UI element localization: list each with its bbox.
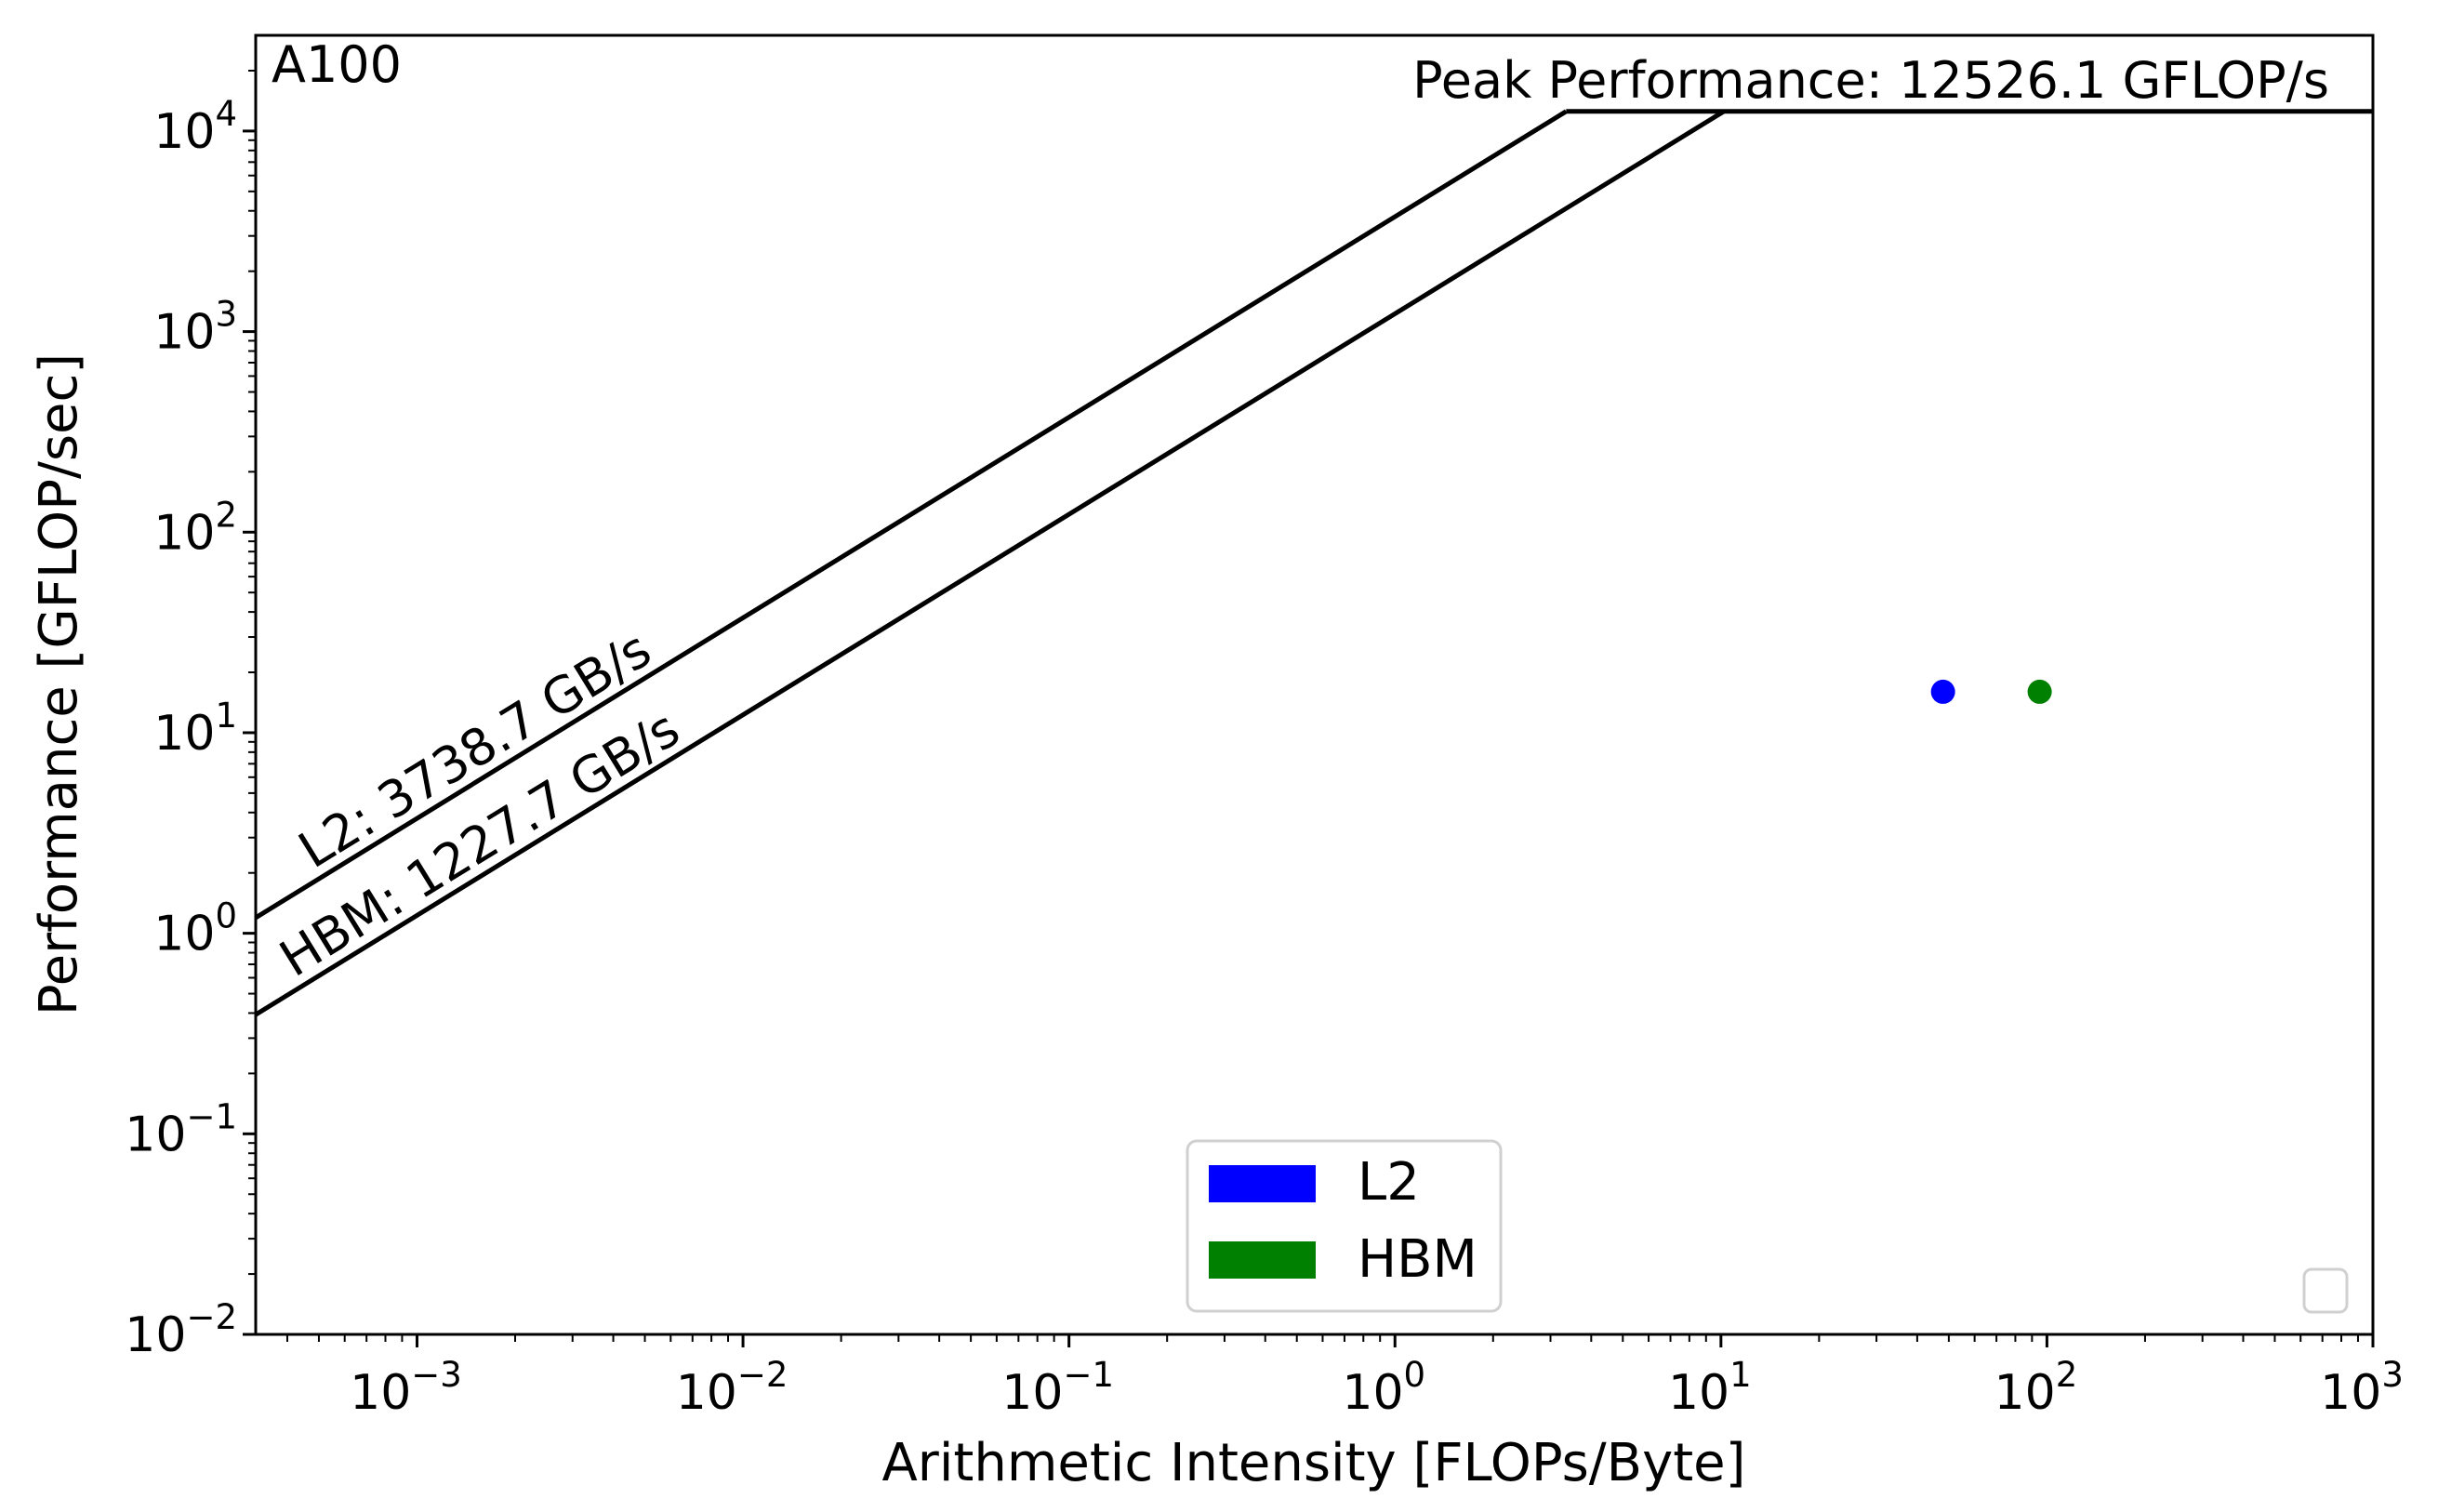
plot-area-frame	[254, 33, 2375, 1336]
y-tick-label: 10−1	[125, 1096, 237, 1162]
data-point-hbm	[2027, 679, 2052, 704]
bandwidth-line-l2	[254, 109, 1568, 920]
roofline-lines	[254, 109, 2373, 1017]
y-tick-label: 100	[153, 896, 237, 962]
y-tick-label: 10−2	[125, 1297, 237, 1363]
legend-swatch-hbm	[1209, 1241, 1316, 1279]
empty-legend-box	[2302, 1267, 2349, 1314]
legend: L2 HBM	[1186, 1139, 1503, 1313]
legend-label-l2: L2	[1358, 1152, 1420, 1213]
x-axis-label: Arithmetic Intensity [FLOPs/Byte]	[882, 1433, 1746, 1493]
x-axis-ticks: 10−3 10−2 10−1 100 101 102 103	[285, 1334, 2404, 1421]
y-axis-ticks: 10−2 10−1 100 101 102 103 104	[125, 69, 256, 1363]
legend-label-hbm: HBM	[1358, 1229, 1477, 1290]
x-tick-label: 101	[1668, 1355, 1752, 1421]
y-tick-label: 104	[153, 94, 237, 160]
data-point-l2	[1930, 679, 1955, 704]
y-axis-label: Performance [GFLOP/sec]	[29, 353, 89, 1015]
y-tick-label: 103	[153, 295, 237, 361]
y-tick-label: 102	[153, 495, 237, 561]
y-tick-label: 101	[153, 696, 237, 762]
x-tick-label: 103	[2320, 1355, 2404, 1421]
legend-swatch-l2	[1209, 1165, 1316, 1202]
peak-performance-label: Peak Performance: 12526.1 GFLOP/s	[1412, 51, 2329, 110]
x-tick-label: 100	[1342, 1355, 1425, 1421]
x-tick-label: 102	[1994, 1355, 2078, 1421]
x-tick-label: 10−2	[676, 1355, 788, 1421]
bandwidth-line-hbm	[254, 109, 1726, 1017]
data-points	[1930, 679, 2052, 704]
x-tick-label: 10−3	[350, 1355, 462, 1421]
x-tick-label: 10−1	[1001, 1355, 1114, 1421]
chart-title: A100	[272, 35, 402, 94]
